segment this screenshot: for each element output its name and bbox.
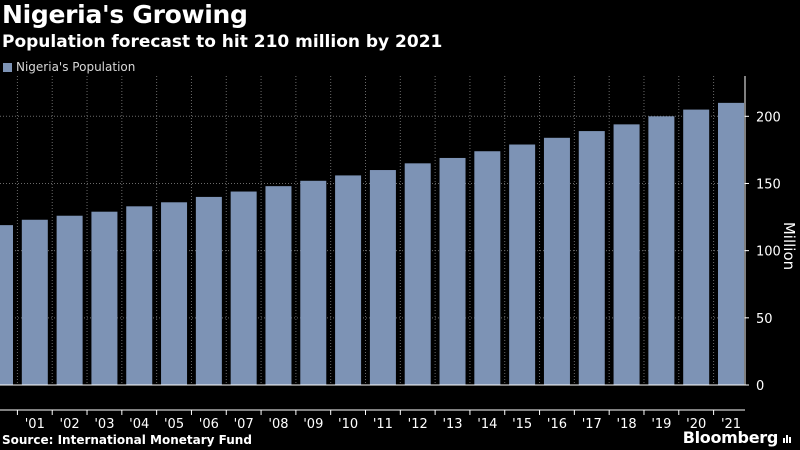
x-tick-label: '03 <box>94 417 114 432</box>
axes <box>0 76 749 415</box>
bar <box>91 211 118 385</box>
y-tick-label: 100 <box>756 245 781 260</box>
x-tick-label: '14 <box>477 417 497 432</box>
bar <box>195 196 222 385</box>
bar <box>718 102 744 385</box>
bar <box>21 219 48 385</box>
legend-swatch <box>3 62 12 72</box>
x-tick-label: '20 <box>686 417 706 432</box>
bar <box>126 206 153 385</box>
bar <box>509 144 536 385</box>
bloomberg-logo: Bloomberg <box>682 428 779 447</box>
x-tick-label: '11 <box>373 417 393 432</box>
bar <box>648 116 675 385</box>
bar <box>56 215 83 385</box>
bar <box>300 180 327 385</box>
x-tick-label: '01 <box>25 417 45 432</box>
bar <box>613 124 640 385</box>
bar <box>230 191 257 385</box>
bar <box>543 137 570 385</box>
source-note: Source: International Monetary Fund <box>2 433 252 447</box>
chart-title: Nigeria's Growing <box>2 0 248 29</box>
x-tick-label: '19 <box>651 417 671 432</box>
bar <box>265 186 292 385</box>
bar <box>683 109 710 385</box>
x-tick-label: '18 <box>617 417 637 432</box>
x-tick-label: '17 <box>582 417 602 432</box>
legend-label: Nigeria's Population <box>16 60 136 74</box>
y-tick-label: 150 <box>756 177 781 192</box>
x-tick-label: '12 <box>408 417 428 432</box>
tick-labels: 0 50 100 150 200 '01 '02 '03 '04 '05 '06 '07 '08 '09 '… <box>25 110 781 432</box>
bar <box>335 175 362 385</box>
y-tick-label: 0 <box>756 379 764 394</box>
x-tick-label: '02 <box>60 417 80 432</box>
x-tick-label: '05 <box>164 417 184 432</box>
y-axis-title: Million <box>780 222 798 270</box>
x-tick-label: '06 <box>199 417 219 432</box>
bar <box>404 163 431 385</box>
x-tick-label: '07 <box>234 417 254 432</box>
chart-subtitle: Population forecast to hit 210 million b… <box>2 32 443 52</box>
x-tick-label: '09 <box>303 417 323 432</box>
x-tick-label: '08 <box>268 417 288 432</box>
bar <box>161 202 188 385</box>
bloomberg-logo-icon <box>782 433 794 444</box>
x-tick-label: '04 <box>129 417 149 432</box>
x-tick-label: '13 <box>442 417 462 432</box>
x-tick-label: '10 <box>338 417 358 432</box>
x-tick-label: '21 <box>721 417 741 432</box>
x-tick-label: '15 <box>512 417 532 432</box>
bar <box>474 151 501 385</box>
y-tick-label: 50 <box>756 312 773 327</box>
bar <box>369 170 396 385</box>
x-tick-label: '16 <box>547 417 567 432</box>
grid-lines <box>0 76 745 385</box>
bar <box>439 157 466 385</box>
bars <box>0 102 744 385</box>
y-tick-label: 200 <box>756 110 781 125</box>
bar <box>0 225 13 385</box>
chart-legend: Nigeria's Population <box>3 60 135 74</box>
bar <box>578 131 605 385</box>
